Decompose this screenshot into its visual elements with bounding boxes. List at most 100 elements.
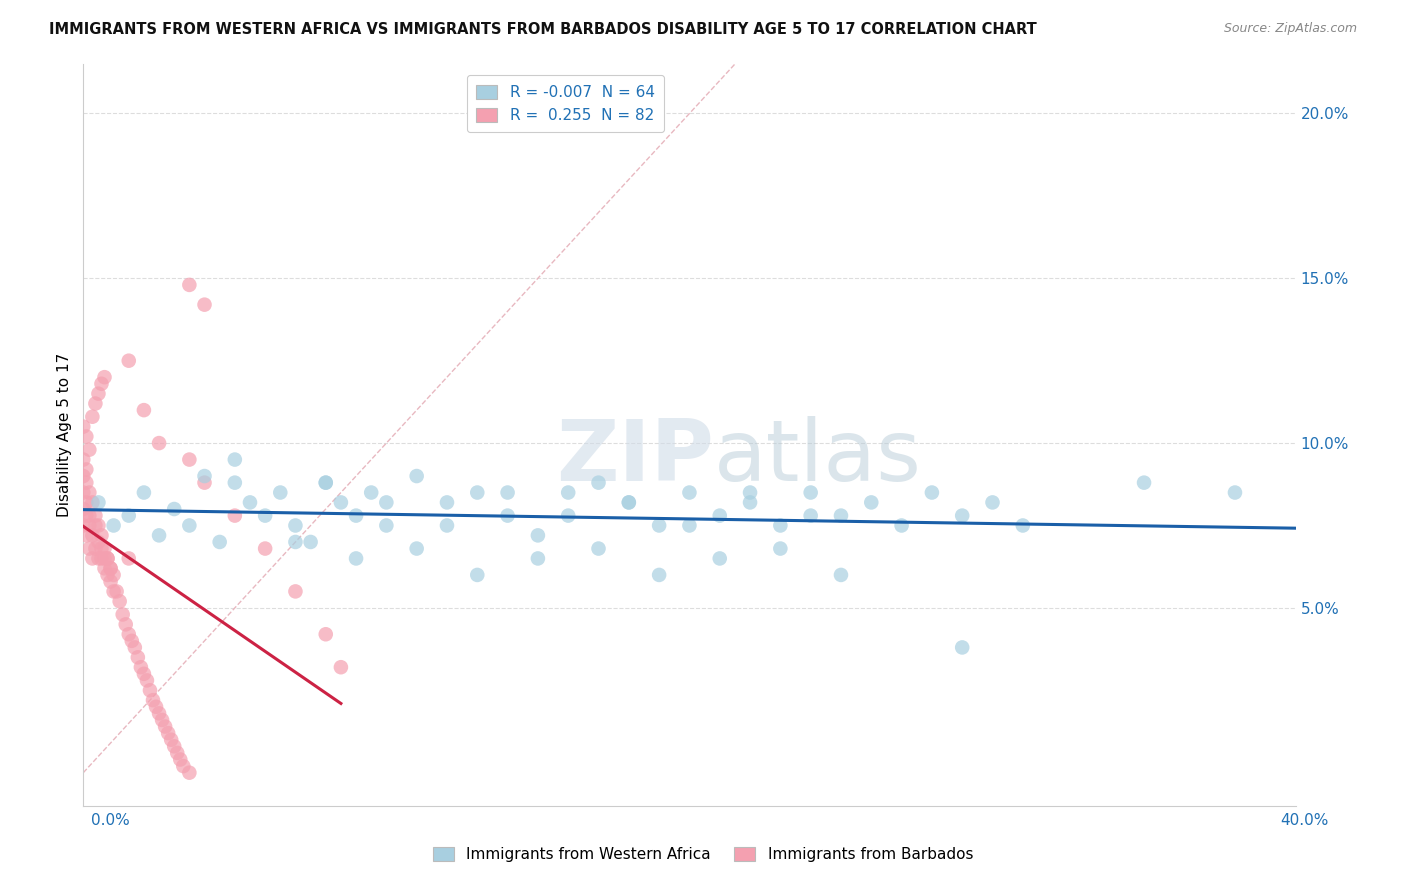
Point [114,617,136,632]
Point [166,746,188,760]
Point [96,551,118,566]
Point [75,528,97,542]
Point [100,561,122,575]
Point [496,485,519,500]
Point [90,541,112,556]
Point [588,475,610,490]
Point [769,518,792,533]
Point [179,277,201,292]
Point [136,673,159,688]
Point [75,495,97,509]
Point [193,298,215,312]
Point [496,508,519,523]
Point [405,541,427,556]
Point [84,508,107,523]
Point [79,508,101,523]
Point [150,713,173,727]
Point [84,396,107,410]
Point [193,475,215,490]
Point [557,508,579,523]
Point [93,551,115,566]
Point [860,495,883,509]
Point [1223,485,1246,500]
Point [79,518,101,533]
Point [527,528,550,542]
Point [360,485,382,500]
Text: 40.0%: 40.0% [1281,814,1329,828]
Point [118,353,141,368]
Point [103,518,125,533]
Point [93,561,115,575]
Point [93,370,115,384]
Point [87,551,110,566]
Point [375,518,398,533]
Y-axis label: Disability Age 5 to 17: Disability Age 5 to 17 [58,352,72,517]
Point [84,518,107,533]
Point [79,485,101,500]
Point [100,574,122,589]
Point [436,518,458,533]
Text: IMMIGRANTS FROM WESTERN AFRICA VS IMMIGRANTS FROM BARBADOS DISABILITY AGE 5 TO 1: IMMIGRANTS FROM WESTERN AFRICA VS IMMIGR… [49,22,1038,37]
Point [132,666,155,681]
Text: atlas: atlas [714,416,922,499]
Point [950,508,973,523]
Point [617,495,640,509]
Point [315,475,337,490]
Point [738,485,761,500]
Point [157,726,180,740]
Point [648,568,671,582]
Point [329,495,352,509]
Point [87,386,110,401]
Point [82,551,104,566]
Point [72,469,94,483]
Point [82,409,104,424]
Point [75,429,97,443]
Point [648,518,671,533]
Point [100,561,122,575]
Point [124,640,146,655]
Point [224,475,246,490]
Point [193,469,215,483]
Point [72,502,94,516]
Point [375,495,398,509]
Point [132,485,155,500]
Point [315,627,337,641]
Point [678,518,700,533]
Point [160,732,183,747]
Legend: Immigrants from Western Africa, Immigrants from Barbados: Immigrants from Western Africa, Immigran… [427,840,979,868]
Point [72,518,94,533]
Point [179,765,201,780]
Point [132,403,155,417]
Point [315,475,337,490]
Point [830,568,852,582]
Point [617,495,640,509]
Point [129,660,152,674]
Point [800,485,823,500]
Point [329,660,352,674]
Point [254,508,277,523]
Point [344,551,367,566]
Point [82,495,104,509]
Point [981,495,1004,509]
Point [111,607,134,622]
Point [239,495,262,509]
Point [709,508,731,523]
Point [284,584,307,599]
Point [269,485,291,500]
Text: Source: ZipAtlas.com: Source: ZipAtlas.com [1223,22,1357,36]
Point [465,568,488,582]
Point [172,759,194,773]
Point [72,485,94,500]
Point [163,502,186,516]
Point [163,739,186,754]
Point [79,442,101,457]
Point [103,568,125,582]
Point [121,633,143,648]
Point [87,495,110,509]
Point [465,485,488,500]
Legend: R = -0.007  N = 64, R =  0.255  N = 82: R = -0.007 N = 64, R = 0.255 N = 82 [467,76,664,132]
Point [179,452,201,467]
Point [96,568,118,582]
Text: ZIP: ZIP [555,416,714,499]
Point [142,693,165,707]
